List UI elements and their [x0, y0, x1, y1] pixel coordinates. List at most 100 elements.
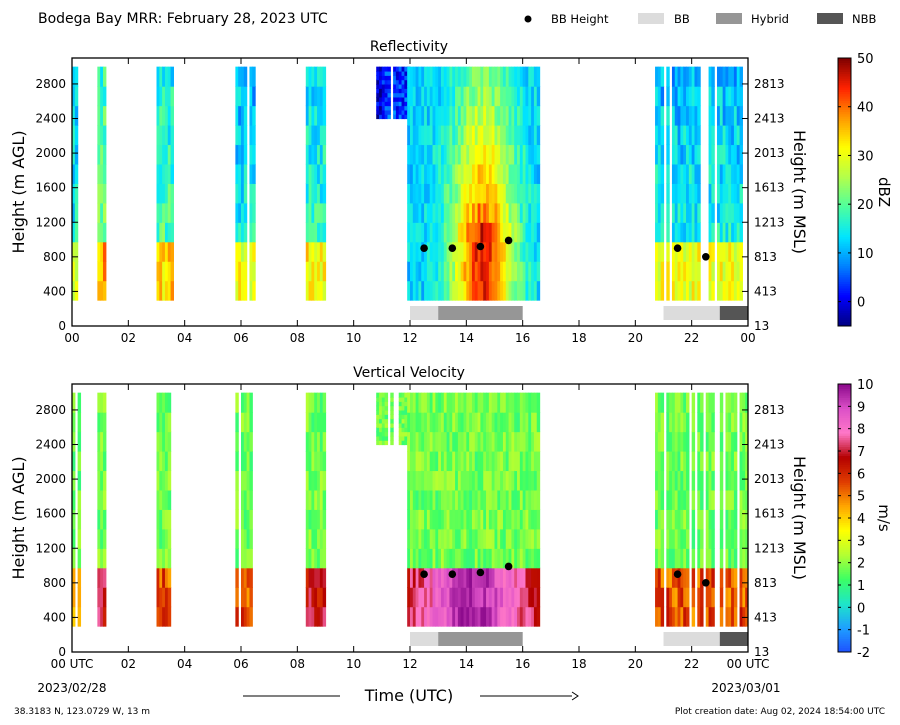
y-tick-label: 1200	[35, 541, 66, 555]
y-tick-label: 0	[58, 645, 66, 659]
colorbar-tick-label: 0	[857, 296, 865, 311]
bb-height-point	[448, 570, 457, 578]
y-tick-label-right: 413	[754, 610, 777, 624]
velocity-colorbar: -2 -1 0 1 2 3 4 5 6 7 8 9 10	[837, 378, 874, 661]
reflectivity-colorbar-label: dBZ	[875, 177, 893, 207]
y-tick-label: 1200	[35, 215, 66, 229]
bb-type-segment	[410, 306, 439, 320]
colorbar-tick-label: 0	[857, 601, 865, 616]
bb-type-segment	[438, 306, 523, 320]
x-axis-label: Time (UTC)	[364, 686, 453, 705]
reflectivity-bb-type-bar	[410, 306, 748, 320]
x-tick-label: 00	[64, 331, 79, 345]
legend-label-bb-height: BB Height	[551, 12, 609, 26]
colorbar-tick-label: 2	[857, 557, 865, 572]
bb-height-point	[476, 242, 485, 251]
bb-type-segment	[438, 632, 523, 646]
velocity-colorbar-label: m/s	[875, 504, 893, 532]
y-tick-label-right: 2413	[754, 438, 785, 452]
velocity-field	[72, 392, 748, 627]
bb-type-segment	[663, 632, 720, 646]
y-tick-label: 0	[58, 319, 66, 333]
x-tick-label: 22	[684, 331, 699, 345]
bb-height-point	[504, 562, 513, 571]
legend-swatch-hybrid	[716, 13, 742, 24]
y-tick-label: 800	[43, 250, 66, 264]
colorbar-tick-label: 30	[857, 149, 874, 164]
y-tick-label-right: 1613	[754, 507, 785, 521]
velocity-title: Vertical Velocity	[353, 365, 465, 381]
y-tick-label-right: 1213	[754, 541, 785, 555]
velocity-ylabel: Height (m AGL)	[9, 456, 28, 579]
legend-swatch-bb	[638, 13, 664, 24]
x-tick-label: 10	[346, 657, 361, 671]
y-tick-label-right: 1613	[754, 181, 785, 195]
x-tick-label: 02	[121, 331, 136, 345]
y-tick-label-right: 2013	[754, 472, 785, 486]
y-tick-label-right: 813	[754, 576, 777, 590]
colorbar-tick-label: 1	[857, 579, 865, 594]
y-tick-label: 800	[43, 576, 66, 590]
creation-date-text: Plot creation date: Aug 02, 2024 18:54:0…	[675, 707, 885, 717]
colorbar-tick-label: 5	[857, 490, 865, 505]
y-tick-label-right: 813	[754, 250, 777, 264]
reflectivity-bb-heights	[420, 236, 710, 261]
bb-height-point	[702, 252, 710, 261]
x-tick-label: 20	[628, 331, 643, 345]
x-tick-label: 20	[628, 657, 643, 671]
bb-height-point	[476, 568, 485, 577]
reflectivity-panel: Reflectivity 00 02 04 06 08 10 12 14 16 18 20 22 00 …	[9, 39, 893, 345]
x-tick-label: 04	[177, 657, 192, 671]
y-tick-label: 2400	[35, 112, 66, 126]
x-tick-label: 08	[290, 657, 305, 671]
y-tick-label: 2400	[35, 438, 66, 452]
colorbar-tick-label: 10	[857, 378, 874, 393]
colorbar-tick-label: 8	[857, 423, 865, 438]
x-tick-label: 12	[402, 657, 417, 671]
colorbar-tick-label: -1	[857, 624, 870, 639]
bb-type-segment	[719, 306, 748, 320]
velocity-bb-type-bar	[410, 632, 748, 646]
x-tick-label: 18	[571, 331, 586, 345]
colorbar-tick-label: 9	[857, 400, 865, 415]
bb-height-point	[504, 236, 513, 245]
y-tick-label: 2800	[35, 77, 66, 91]
reflectivity-title: Reflectivity	[370, 39, 448, 55]
y-tick-label-right: 2413	[754, 112, 785, 126]
reflectivity-field	[72, 66, 743, 301]
bb-height-point	[448, 244, 457, 252]
colorbar-tick-label: 20	[857, 198, 874, 213]
colorbar-tick-label: 6	[857, 467, 865, 482]
y-tick-label: 400	[43, 610, 66, 624]
velocity-y-ticks-right: 13 413 813 1213 1613 2013 2413 2813	[742, 403, 785, 659]
y-tick-label-right: 2013	[754, 146, 785, 160]
x-tick-label: 02	[121, 657, 136, 671]
y-tick-label-right: 1213	[754, 215, 785, 229]
x-tick-label: 16	[515, 331, 530, 345]
legend-marker-bb-height	[524, 15, 532, 23]
x-tick-label: 08	[290, 331, 305, 345]
velocity-y-ticks: 0 400 800 1200 1600 2000 2400 2800	[35, 403, 78, 659]
location-text: 38.3183 N, 123.0729 W, 13 m	[14, 707, 150, 717]
bb-height-point	[673, 244, 682, 252]
reflectivity-y-ticks: 0 400 800 1200 1600 2000 2400 2800	[35, 77, 78, 333]
y-tick-label: 400	[43, 284, 66, 298]
bb-height-point	[702, 579, 710, 587]
y-tick-label: 2000	[35, 146, 66, 160]
x-tick-label: 14	[459, 331, 474, 345]
x-tick-label: 22	[684, 657, 699, 671]
bb-type-segment	[663, 306, 720, 320]
end-date-label: 2023/03/01	[711, 681, 780, 695]
velocity-bb-heights	[420, 562, 710, 587]
colorbar-tick-label: 3	[857, 534, 865, 549]
x-tick-label: 00 UTC	[51, 657, 94, 671]
colorbar-frame	[837, 57, 852, 327]
time-arrow-head-icon	[571, 691, 579, 701]
bb-height-point	[420, 244, 428, 252]
reflectivity-ylabel-right: Height (m MSL)	[790, 130, 809, 254]
y-tick-label-right: 13	[754, 319, 769, 333]
velocity-x-ticks: 00 UTC 02 04 06 08 10 12 14 16 18 20 22 00 UTC	[51, 384, 769, 671]
velocity-ylabel-right: Height (m MSL)	[790, 456, 809, 580]
y-tick-label-right: 13	[754, 645, 769, 659]
